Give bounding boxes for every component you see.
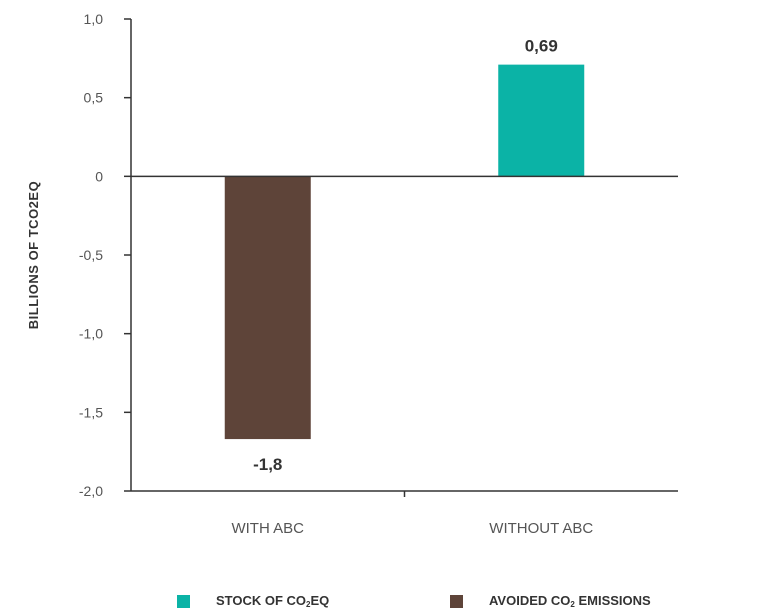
x-axis-labels: WITH ABC WITHOUT ABC [231,520,593,537]
bars: -1,8 0,69 [224,37,585,474]
y-tick-label: -1,5 [79,404,103,420]
legend-label-avoided: AVOIDED CO2 EMISSIONS [489,593,651,609]
y-tick-label: 0 [95,168,103,184]
y-tick-label: 0,5 [84,90,104,106]
legend-item-stock: STOCK OF CO2EQ [177,593,329,609]
bar [224,176,311,440]
y-tick-label: 1,0 [84,11,104,27]
y-tick-label: -2,0 [79,483,103,499]
y-axis-ticks: 1,0 0,5 0 -0,5 -1,0 -1,5 -2,0 [79,11,131,499]
y-tick-label: -0,5 [79,247,103,263]
legend-item-avoided: AVOIDED CO2 EMISSIONS [450,593,651,609]
bar-chart: 1,0 0,5 0 -0,5 -1,0 -1,5 -2,0 -1,8 0,69 WITH AB… [26,11,678,537]
y-axis-title: BILLIONS OF TCO2EQ [26,181,41,329]
bar [498,64,585,177]
x-tick-label: WITH ABC [231,520,304,537]
legend-swatch-stock [177,594,190,608]
x-tick-label: WITHOUT ABC [489,520,593,537]
legend-swatch-avoided [450,594,463,608]
legend-label-stock: STOCK OF CO2EQ [216,593,330,609]
data-label: 0,69 [525,37,558,56]
legend: STOCK OF CO2EQ AVOIDED CO2 EMISSIONS [0,593,757,613]
y-tick-label: -1,0 [79,326,103,342]
data-label: -1,8 [253,455,282,474]
